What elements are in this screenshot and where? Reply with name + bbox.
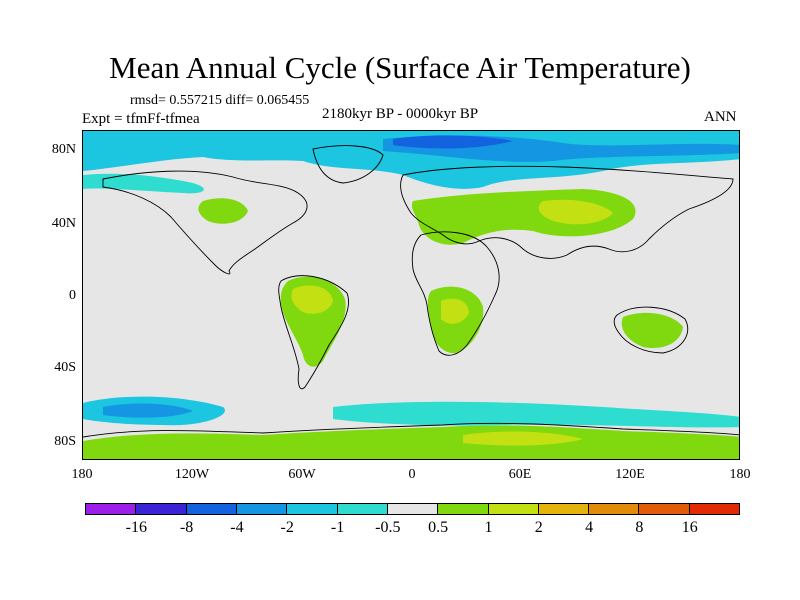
coastline-africa bbox=[411, 231, 500, 356]
lat-label-80s: 80S bbox=[54, 434, 76, 449]
colorbar-label: 8 bbox=[635, 519, 644, 536]
colorbar-label: 2 bbox=[534, 519, 543, 536]
lon-label-180e: 180 bbox=[729, 467, 751, 482]
coastline-europe-asia bbox=[400, 165, 734, 259]
season-label: ANN bbox=[704, 109, 737, 125]
lon-label-180w: 180 bbox=[71, 467, 93, 482]
colorbar-label: -16 bbox=[125, 519, 147, 536]
map-canvas bbox=[83, 131, 739, 459]
colorbar-label: -0.5 bbox=[375, 519, 401, 536]
lat-label-80n: 80N bbox=[51, 142, 76, 157]
coastline-greenland bbox=[312, 145, 384, 184]
period-label: 2180kyr BP - 0000kyr BP bbox=[322, 106, 479, 122]
colorbar-label: 16 bbox=[681, 519, 698, 536]
antarctica-core-anomaly bbox=[463, 431, 583, 446]
arctic-core-anomaly bbox=[393, 135, 513, 149]
coastlines bbox=[83, 145, 739, 438]
colorbar-segment bbox=[185, 503, 237, 515]
lat-label-40s: 40S bbox=[54, 360, 76, 375]
central-asia-anomaly bbox=[538, 199, 613, 225]
colorbar-segment bbox=[588, 503, 640, 515]
amazon-anomaly bbox=[291, 285, 333, 314]
colorbar-segment bbox=[85, 503, 137, 515]
colorbar-segment bbox=[437, 503, 489, 515]
lat-label-eq: 0 bbox=[69, 288, 76, 303]
lon-label-120e: 120E bbox=[615, 467, 645, 482]
colorbar-label: 0.5 bbox=[428, 519, 449, 536]
colorbar-label: 1 bbox=[484, 519, 493, 536]
lat-label-40n: 40N bbox=[51, 216, 76, 231]
stats-text: rmsd= 0.557215 diff= 0.065455 bbox=[130, 93, 310, 108]
southern-ocean-east-anomaly bbox=[333, 401, 739, 428]
colorbar-segment bbox=[638, 503, 690, 515]
colorbar-label: 4 bbox=[585, 519, 594, 536]
africa-core-anomaly bbox=[441, 298, 469, 324]
lon-label-120w: 120W bbox=[174, 467, 210, 482]
southern-ocean-west-core bbox=[103, 403, 193, 418]
north-atlantic-anomaly bbox=[83, 173, 204, 194]
coastline-south-america bbox=[278, 275, 349, 390]
colorbar-segment bbox=[135, 503, 187, 515]
colorbar bbox=[85, 503, 741, 515]
plot-title: Mean Annual Cycle (Surface Air Temperatu… bbox=[109, 50, 691, 85]
colorbar-segment bbox=[386, 503, 439, 515]
lon-label-0: 0 bbox=[408, 467, 416, 482]
colorbar-segment bbox=[688, 503, 741, 515]
antarctica-anomaly bbox=[83, 425, 739, 459]
australia-anomaly bbox=[621, 312, 683, 349]
lon-label-60w: 60W bbox=[288, 467, 316, 482]
colorbar-segment bbox=[235, 503, 288, 515]
colorbar-label: -1 bbox=[330, 519, 345, 536]
colorbar-label: -2 bbox=[280, 519, 294, 536]
map-panel bbox=[82, 130, 740, 460]
colorbar-segment bbox=[336, 503, 388, 515]
coastline-australia bbox=[613, 306, 689, 354]
north-america-anomaly bbox=[198, 198, 248, 224]
coastline-antarctica bbox=[83, 422, 739, 438]
colorbar-segment bbox=[487, 503, 539, 515]
colorbar-label: -4 bbox=[230, 519, 244, 536]
lon-label-60e: 60E bbox=[508, 467, 532, 482]
colorbar-segment bbox=[286, 503, 338, 515]
colorbar-label: -8 bbox=[179, 519, 194, 536]
colorbar-segment bbox=[537, 503, 590, 515]
experiment-label: Expt = tfmFf-tfmea bbox=[82, 111, 200, 127]
coastline-north-america bbox=[102, 170, 308, 275]
